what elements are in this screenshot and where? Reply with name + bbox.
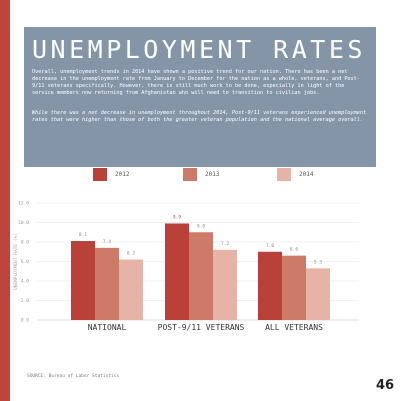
bar-2014-0 (119, 259, 143, 320)
legend-swatch-2013 (183, 168, 197, 181)
bar-2013-1 (189, 232, 213, 320)
legend-label-2012: 2012 (115, 171, 130, 178)
y-tick-label: 2.0 (21, 298, 29, 304)
data-label: 7.4 (103, 239, 111, 245)
left-accent-bar (0, 0, 10, 401)
y-tick-label: 10.0 (18, 220, 29, 226)
bar-2012-1 (165, 223, 189, 320)
bar-2012-0 (71, 241, 95, 320)
legend-swatch-2014 (277, 168, 291, 181)
data-label: 9.9 (173, 214, 181, 220)
bar-2013-0 (95, 247, 119, 320)
header-panel: UNEMPLOYMENT RATES Overall, unemployment… (24, 27, 376, 167)
x-category-label: POST-9/11 VETERANS (158, 323, 245, 332)
y-tick-label: 0.0 (21, 318, 29, 324)
y-tick-label: 8.0 (21, 240, 29, 246)
data-label: 7.0 (266, 243, 274, 249)
data-label: 6.6 (290, 247, 298, 253)
page-number: 46 (376, 378, 395, 393)
bar-2013-2 (282, 255, 306, 320)
intro-paragraph: Overall, unemployment trends in 2014 hav… (32, 69, 360, 96)
legend-label-2014: 2014 (299, 171, 314, 178)
data-label: 9.0 (197, 223, 205, 229)
bar-2012-2 (258, 251, 282, 320)
data-label: 8.1 (79, 232, 87, 238)
x-category-label: NATIONAL (88, 323, 127, 332)
source-note: SOURCE: Bureau of Labor Statistics (27, 374, 120, 379)
legend-swatch-2012 (93, 168, 107, 181)
y-axis-label: UNEMPLOYMENT RATE (%) (13, 233, 19, 290)
y-tick-label: 12.0 (18, 201, 29, 207)
chart-legend: 2012 2013 2014 (0, 168, 401, 182)
data-label: 6.2 (127, 251, 135, 257)
y-tick-label: 4.0 (21, 279, 29, 285)
data-label: 5.3 (314, 259, 322, 265)
bar-2014-1 (213, 249, 237, 320)
data-label: 7.2 (221, 241, 229, 247)
x-category-label: ALL VETERANS (265, 323, 323, 332)
y-tick-label: 6.0 (21, 259, 29, 265)
legend-label-2013: 2013 (205, 171, 220, 178)
page-title: UNEMPLOYMENT RATES (32, 35, 366, 64)
bar-2014-2 (306, 268, 330, 320)
emphasis-paragraph: While there was a net decrease in unempl… (32, 110, 367, 123)
